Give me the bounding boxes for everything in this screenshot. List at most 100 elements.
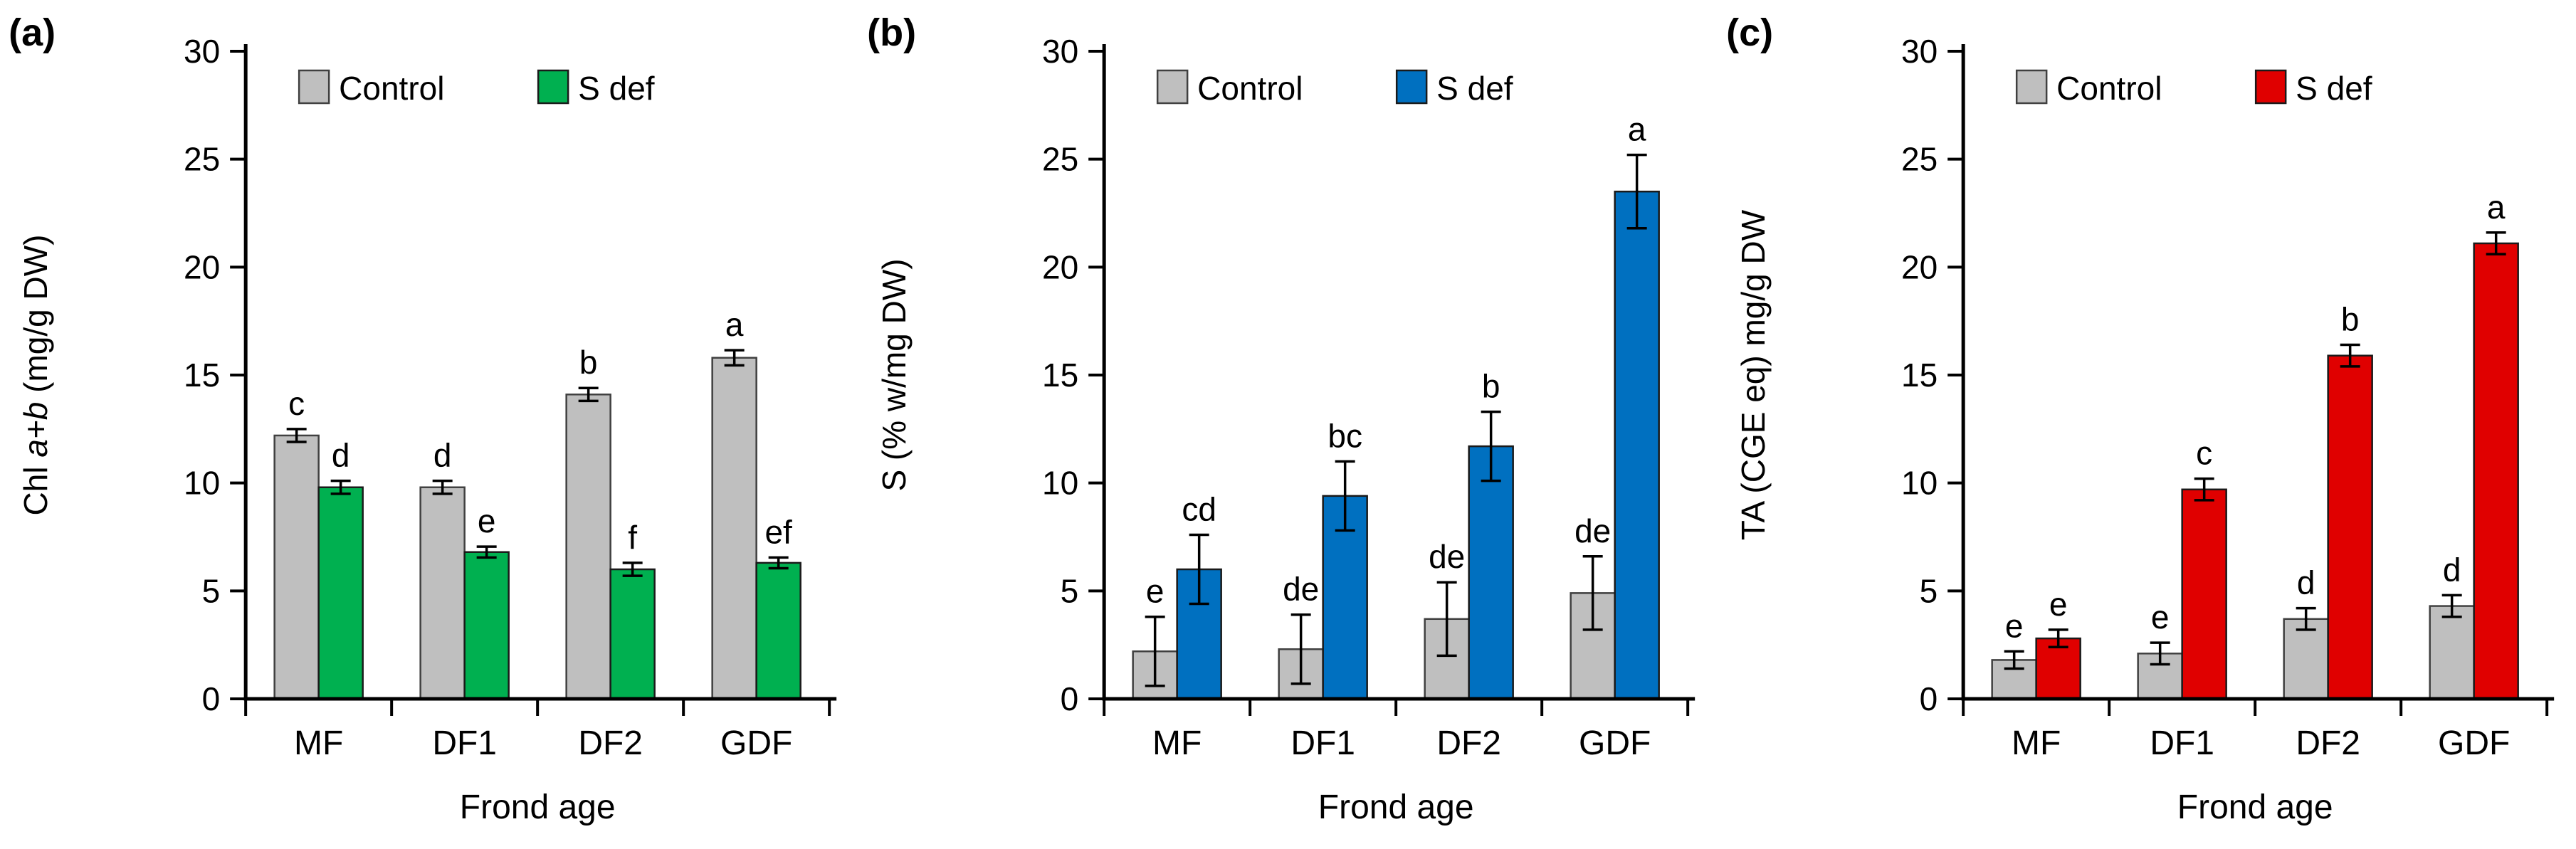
y-tick-label: 20 xyxy=(1042,248,1078,285)
y-tick-label: 20 xyxy=(184,248,220,285)
x-tick-label: DF2 xyxy=(578,724,643,762)
y-tick-label: 20 xyxy=(1901,248,1938,285)
significance-letter: a xyxy=(2487,189,2506,226)
y-tick-label: 5 xyxy=(202,572,221,609)
significance-letter: d xyxy=(2443,551,2461,588)
significance-letter: de xyxy=(1283,571,1319,608)
y-tick-label: 30 xyxy=(184,33,220,70)
significance-letter: bc xyxy=(1328,417,1363,454)
y-tick-label: 0 xyxy=(202,680,221,717)
y-tick-label: 25 xyxy=(1901,141,1938,178)
significance-letter: b xyxy=(1482,368,1500,405)
chart-c: (c)Control S defeeMFecDF1dbDF2daGDF051015… xyxy=(1726,11,2554,826)
legend-treatment-label: S def xyxy=(578,70,655,107)
x-axis-title: Frond age xyxy=(460,789,616,826)
legend-control-swatch xyxy=(298,69,330,105)
y-tick-label: 30 xyxy=(1042,33,1078,70)
significance-letter: b xyxy=(579,344,598,381)
bar-sdef-mf xyxy=(2035,637,2081,700)
significance-letter: e xyxy=(478,502,496,539)
significance-letter: c xyxy=(2196,435,2212,472)
x-tick-label: GDF xyxy=(1579,724,1651,762)
legend-treatment-swatch xyxy=(537,69,569,105)
significance-letter: f xyxy=(628,519,637,556)
legend-control-swatch xyxy=(1157,69,1189,105)
bar-sdef-df2 xyxy=(1468,445,1515,700)
bar-control-df2 xyxy=(2283,618,2329,700)
bar-sdef-df2 xyxy=(609,568,656,700)
y-tick-label: 10 xyxy=(184,465,220,502)
bar-sdef-gdf xyxy=(2473,242,2519,700)
significance-letter: de xyxy=(1429,538,1465,575)
y-tick-label: 30 xyxy=(1901,33,1938,70)
bar-sdef-df2 xyxy=(2327,354,2373,700)
bar-sdef-gdf xyxy=(755,561,801,700)
significance-letter: e xyxy=(2049,586,2068,623)
significance-letter: de xyxy=(1574,512,1611,549)
legend-control-label: Control xyxy=(1197,70,1303,107)
x-tick-label: MF xyxy=(2012,724,2061,762)
y-tick-label: 10 xyxy=(1042,465,1078,502)
legend-treatment-swatch xyxy=(2254,69,2287,105)
bar-control-gdf xyxy=(2429,605,2475,700)
legend-treatment-swatch xyxy=(1396,69,1428,105)
y-axis-title: TA (CGE eq) mg/g DW xyxy=(1735,209,1772,540)
x-tick-label: DF1 xyxy=(432,724,497,762)
x-axis-title: Frond age xyxy=(1318,789,1474,826)
bar-sdef-df1 xyxy=(463,551,510,700)
x-tick-label: DF1 xyxy=(2150,724,2214,762)
panel-c: (c) Control S def e e MF e c DF1 d b DF2 d a GDF 0 5 10 15… xyxy=(1718,0,2576,849)
significance-letter: d xyxy=(332,437,350,474)
significance-letter: d xyxy=(2297,564,2315,601)
y-tick-label: 5 xyxy=(1061,572,1079,609)
legend-control-swatch xyxy=(2015,69,2048,105)
legend-control-label: Control xyxy=(2056,70,2162,107)
significance-letter: e xyxy=(2151,598,2170,636)
bar-control-df1 xyxy=(419,486,466,700)
panel-label: (a) xyxy=(9,11,56,54)
significance-letter: a xyxy=(1628,111,1646,148)
bar-control-mf xyxy=(273,434,320,700)
panel-label: (b) xyxy=(867,11,916,54)
significance-letter: a xyxy=(725,306,744,343)
x-axis-title: Frond age xyxy=(2177,789,2333,826)
significance-letter: ef xyxy=(764,513,792,550)
y-tick-label: 15 xyxy=(1042,357,1078,394)
legend-control-label: Control xyxy=(339,70,444,107)
y-tick-label: 0 xyxy=(1919,680,1938,717)
x-tick-label: DF2 xyxy=(1437,724,1502,762)
y-tick-label: 15 xyxy=(184,357,220,394)
significance-letter: c xyxy=(288,385,305,422)
chart-a: (a)Control S defcdMFdeDF1bfDF2aefGDF05101… xyxy=(9,11,837,826)
significance-letter: d xyxy=(433,437,452,474)
x-tick-label: MF xyxy=(294,724,343,762)
bar-sdef-gdf xyxy=(1614,190,1661,700)
chart-b: (b) Control S def e cd MF de bc DF1 de b DF2 de a GDF 0… xyxy=(867,11,1696,826)
bar-sdef-mf xyxy=(317,486,364,700)
panel-label: (c) xyxy=(1726,11,1773,54)
panel-b: (b) Control S def e cd MF de bc DF1 de b DF2 de a GDF 0… xyxy=(858,0,1717,849)
bar-control-gdf xyxy=(711,357,757,700)
x-tick-label: GDF xyxy=(2438,724,2510,762)
legend-treatment-label: S def xyxy=(1436,70,1513,107)
bar-sdef-df1 xyxy=(2181,488,2227,700)
y-tick-label: 10 xyxy=(1901,465,1938,502)
bar-control-df2 xyxy=(565,394,611,700)
significance-letter: cd xyxy=(1182,490,1217,527)
y-axis-title: Chl a+b (mg/g DW) xyxy=(17,235,54,516)
significance-letter: e xyxy=(2005,607,2024,644)
y-axis-title: S (% w/mg DW) xyxy=(876,258,913,491)
legend-treatment-label: S def xyxy=(2296,70,2372,107)
y-tick-label: 25 xyxy=(1042,141,1078,178)
x-tick-label: DF1 xyxy=(1291,724,1356,762)
significance-letter: e xyxy=(1146,573,1165,610)
y-tick-label: 0 xyxy=(1061,680,1079,717)
y-tick-label: 25 xyxy=(184,141,220,178)
x-tick-label: MF xyxy=(1152,724,1202,762)
panel-a: (a) Control S def c d MF d e DF1 b f DF2 a ef GDF 0 5 10 1… xyxy=(0,0,858,849)
x-tick-label: DF2 xyxy=(2296,724,2360,762)
significance-letter: b xyxy=(2341,301,2360,338)
y-tick-label: 5 xyxy=(1919,572,1938,609)
x-tick-label: GDF xyxy=(720,724,792,762)
